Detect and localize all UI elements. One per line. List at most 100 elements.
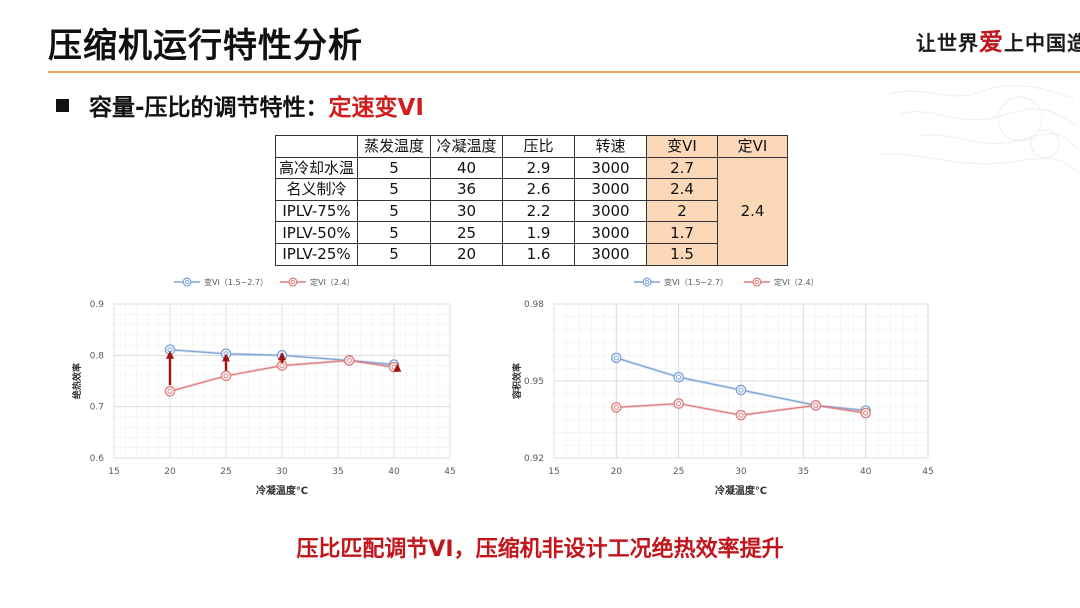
table-cell: 3000 — [574, 221, 647, 244]
legend-marker-inner — [184, 279, 190, 285]
table-header-cell: 变VI — [646, 135, 718, 158]
x-tick-label: 20 — [164, 467, 176, 477]
x-tick-label: 40 — [860, 467, 872, 477]
x-tick-label: 15 — [108, 467, 119, 477]
x-tick-label: 45 — [922, 467, 933, 477]
table-cell: 2.9 — [502, 156, 575, 180]
table-header-cell: 定VI — [717, 135, 788, 158]
table-cell: 2.6 — [502, 178, 575, 201]
data-point — [611, 352, 622, 364]
legend-marker — [642, 277, 652, 287]
table-row: IPLV-25% 5 20 1.6 3000 1.5 — [275, 242, 788, 266]
x-tick-label: 15 — [548, 467, 559, 477]
legend-marker-inner — [754, 279, 760, 285]
table-row: 高冷却水温 5 40 2.9 3000 2.7 2.4 — [275, 156, 788, 266]
legend-marker-inner — [290, 279, 296, 285]
improvement-arrow-head — [222, 353, 230, 362]
table-cell: 5 — [357, 156, 431, 180]
bullet-square-icon — [56, 99, 69, 112]
y-tick-label: 0.9 — [90, 300, 105, 310]
data-point — [735, 384, 747, 396]
data-point-inner — [863, 410, 869, 416]
table-cell: 1.6 — [502, 242, 575, 266]
x-tick-label: 25 — [220, 467, 231, 477]
data-point-inner — [346, 357, 352, 364]
table-row: IPLV-50% 5 25 1.9 3000 1.7 — [275, 221, 788, 244]
slide-title: 压缩机运行特性分析 — [48, 26, 363, 66]
logo-text-part1: 让世界 — [916, 31, 979, 55]
section-heading: 容量-压比的调节特性：定速变VI — [56, 88, 424, 122]
data-point — [673, 398, 684, 409]
table-cell: 20 — [430, 242, 503, 266]
legend-label: 变VI（1.5~2.7） — [204, 277, 268, 287]
legend-label: 定VI（2.4） — [310, 277, 355, 287]
x-axis-title: 冷凝温度℃ — [256, 484, 308, 497]
table-cell: 高冷却水温 — [275, 156, 358, 180]
table-cell: 30 — [430, 199, 503, 223]
data-point-inner — [738, 387, 744, 393]
x-tick-label: 30 — [735, 467, 747, 477]
improvement-arrow-head — [278, 352, 286, 361]
legend-label: 定VI（2.4） — [774, 277, 819, 287]
parameter-table: 蒸发温度 冷凝温度 压比 转速 变VI 定VI 高冷却水温 5 40 2.9 3… — [275, 135, 788, 266]
table-cell: 5 — [357, 221, 431, 244]
y-tick-label: 0.6 — [90, 454, 105, 464]
y-axis-title: 绝热效率 — [71, 363, 83, 399]
table-cell: 2.2 — [502, 199, 575, 223]
x-tick-label: 45 — [444, 467, 455, 477]
legend-entry: 定VI（2.4） — [744, 277, 819, 287]
table-cell: 3000 — [574, 242, 647, 266]
legend-marker-inner — [644, 279, 650, 285]
x-tick-label: 30 — [276, 467, 288, 477]
y-tick-label: 0.7 — [90, 403, 104, 413]
decorative-pattern — [879, 84, 1079, 173]
logo-text-highlight: 爱 — [979, 27, 1004, 56]
data-point — [810, 400, 822, 411]
table-row: IPLV-75% 5 30 2.2 3000 2 — [275, 199, 788, 223]
chart-svg: 15 20 25 30 35 40 45 0.6 0.7 0.8 0.9 冷凝温度℃ 绝热效率 变VI（1… — [71, 277, 456, 497]
x-axis-title: 冷凝温度℃ — [715, 484, 767, 497]
table-cell: 3000 — [574, 156, 647, 180]
table-cell: 1.7 — [646, 221, 718, 244]
y-tick-label: 0.98 — [524, 300, 544, 310]
table-cell: 40 — [430, 156, 503, 180]
section-heading-accent: 定速变VI — [328, 95, 424, 121]
y-tick-label: 0.95 — [524, 377, 544, 387]
table-header-cell: 压比 — [502, 135, 575, 158]
data-point — [735, 409, 747, 421]
volumetric-efficiency-chart: 15 20 25 30 35 40 45 0.92 0.95 0.98 冷凝温度℃ 容积效率 变VI（1… — [490, 268, 950, 508]
legend-entry: 变VI（1.5~2.7） — [174, 277, 268, 287]
table-cell: 3000 — [574, 178, 647, 201]
table-header-cell — [275, 135, 358, 158]
adiabatic-efficiency-chart: 15 20 25 30 35 40 45 0.6 0.7 0.8 0.9 冷凝温度℃ 绝热效率 变VI（1… — [50, 268, 470, 508]
data-point-inner — [223, 373, 229, 379]
table-cell: 5 — [357, 178, 431, 201]
section-heading-text: 容量-压比的调节特性： — [89, 95, 329, 121]
title-divider — [48, 71, 1080, 73]
x-tick-label: 25 — [673, 467, 684, 477]
data-point-inner — [738, 412, 744, 418]
table-cell-fixed-vi: 2.4 — [717, 156, 788, 266]
data-point-inner — [676, 400, 682, 407]
table-cell: IPLV-25% — [275, 242, 358, 266]
data-point-inner — [167, 388, 173, 394]
table-cell: 3000 — [574, 199, 647, 223]
brand-logo: 让世界爱上中国造 — [916, 22, 1080, 60]
logo-text-part3: 上中国造 — [1004, 31, 1080, 55]
table-cell: IPLV-75% — [275, 199, 358, 223]
data-point — [164, 385, 176, 397]
table-cell: 1.5 — [646, 242, 718, 266]
improvement-arrow-head — [166, 350, 174, 359]
legend-label: 变VI（1.5~2.7） — [664, 277, 728, 287]
x-tick-label: 35 — [798, 467, 809, 477]
table-header-row: 蒸发温度 冷凝温度 压比 转速 变VI 定VI — [275, 135, 788, 158]
legend-entry: 定VI（2.4） — [280, 277, 355, 287]
table-header-cell: 蒸发温度 — [357, 135, 431, 158]
data-point-inner — [279, 363, 285, 369]
conclusion-text: 压比匹配调节VI，压缩机非设计工况绝热效率提升 — [296, 537, 784, 562]
data-point — [860, 407, 871, 419]
legend-marker — [288, 277, 298, 287]
improvement-arrow-head — [393, 363, 402, 372]
data-point — [220, 370, 232, 382]
data-point — [673, 371, 684, 383]
